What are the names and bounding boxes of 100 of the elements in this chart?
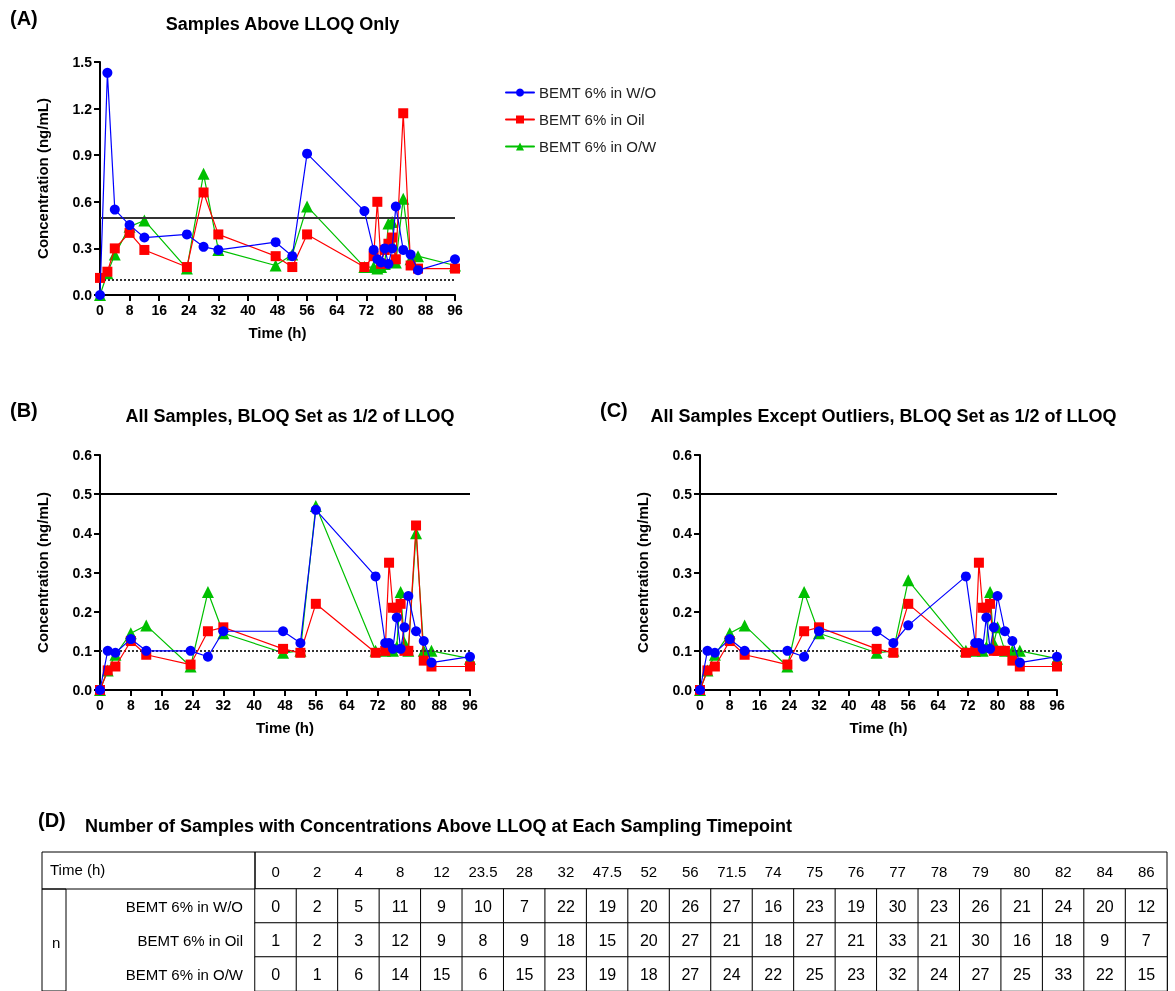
y-tick-label: 0.5: [672, 486, 693, 503]
data-label: 20: [639, 931, 658, 949]
data-label: 0: [271, 965, 281, 983]
data-label: 27: [681, 931, 700, 949]
x-tick-label: 56: [308, 697, 324, 713]
y-tick-label: 0.6: [72, 447, 93, 463]
data-label: 32: [888, 965, 907, 983]
y-tick-label: 0.1: [72, 642, 93, 659]
data-label: 15: [432, 965, 451, 983]
data-label: 23: [847, 965, 866, 983]
x-tick-label: 47.5: [592, 863, 622, 880]
legend-label: BEMT 6% in W/O: [539, 84, 657, 101]
y-tick-label: 0.3: [672, 564, 693, 581]
data-label: 18: [764, 931, 783, 949]
x-tick-label: 78: [930, 863, 948, 880]
data-label: 18: [557, 931, 575, 949]
y-tick-label: 0.0: [672, 682, 693, 698]
data-label: 8: [478, 931, 488, 949]
x-tick-label: 64: [338, 697, 355, 713]
data-label: 15: [515, 965, 534, 983]
chart-title: Number of Samples with Concentrations Above LLOQ at Each Sampling Timepoint: [85, 816, 793, 836]
x-tick-label: 48: [277, 697, 293, 713]
x-tick-label: 80: [388, 302, 404, 318]
data-label: 9: [437, 897, 447, 915]
data-label: 14: [391, 965, 410, 983]
x-tick-label: 80: [400, 697, 417, 713]
data-label: 25: [1013, 965, 1031, 983]
text: (C): [600, 399, 628, 421]
y-tick-label: 0.4: [672, 525, 693, 542]
x-tick-label: 0: [96, 302, 105, 318]
x-tick-label: 23.5: [468, 863, 498, 880]
data-label: 19: [847, 897, 866, 915]
y-tick-label: 0.2: [72, 603, 93, 620]
x-tick-label: 32: [557, 863, 575, 880]
data-label: 21: [847, 931, 866, 949]
x-tick-label: 64: [930, 697, 946, 713]
data-label: 30: [888, 897, 907, 915]
data-label: 19: [598, 965, 617, 983]
x-tick-label: 12: [433, 863, 450, 880]
data-label: 21: [722, 931, 741, 949]
data-label: 25: [805, 965, 824, 983]
x-tick-label: 88: [1019, 697, 1036, 713]
y-tick-label: 1.2: [72, 100, 93, 117]
y-tick-label: BEMT 6% in O/W: [125, 965, 244, 983]
y-tick-label: 0.4: [72, 525, 93, 542]
x-tick-label: 96: [447, 302, 463, 318]
chart-title: All Samples, BLOQ Set as 1/2 of LLOQ: [125, 406, 455, 426]
data-label: 9: [520, 931, 529, 949]
x-tick-label: 24: [781, 697, 798, 713]
data-label: 19: [598, 897, 617, 915]
data-label: 18: [639, 965, 658, 983]
x-tick-label: 71.5: [717, 863, 747, 880]
data-label: 0: [271, 897, 281, 915]
data-label: 27: [805, 931, 824, 949]
data-label: 7: [520, 897, 529, 915]
x-tick-label: 88: [431, 697, 448, 713]
data-label: 23: [805, 897, 824, 915]
x-tick-label: 56: [681, 863, 699, 880]
x-tick-label: 48: [870, 697, 887, 713]
data-label: 5: [354, 897, 364, 915]
data-label: 23: [557, 965, 575, 983]
chart-title: Samples Above LLOQ Only: [165, 14, 400, 34]
data-label: 3: [354, 931, 364, 949]
x-tick-label: 74: [764, 863, 782, 880]
y-axis-title: Concentration (ng/mL): [34, 492, 51, 653]
x-tick-label: 32: [811, 697, 827, 713]
data-label: 33: [1054, 965, 1073, 983]
text: (B): [10, 399, 38, 421]
x-tick-label: 32: [210, 302, 227, 318]
data-label: 2: [312, 931, 322, 949]
data-label: 27: [681, 965, 700, 983]
data-label: 33: [888, 931, 907, 949]
data-label: 1: [271, 931, 281, 949]
data-label: 6: [478, 965, 488, 983]
x-tick-label: 52: [640, 863, 658, 880]
data-label: 10: [474, 897, 492, 915]
data-label: 24: [930, 965, 948, 983]
x-tick-label: 8: [126, 697, 135, 713]
data-label: 21: [930, 931, 948, 949]
text: (A): [10, 7, 38, 29]
x-axis-title: Time (h): [50, 861, 106, 878]
data-label: 12: [391, 931, 410, 949]
data-label: 1: [312, 965, 322, 983]
y-tick-label: 0.5: [72, 486, 93, 503]
y-tick-label: 0.6: [672, 447, 693, 463]
data-label: 23: [930, 897, 948, 915]
chart-title: All Samples Except Outliers, BLOQ Set as 1/2 of LLOQ: [650, 406, 1117, 426]
x-tick-label: 0: [271, 863, 280, 880]
y-tick-label: 0.3: [72, 240, 93, 257]
x-tick-label: 75: [806, 863, 823, 880]
x-tick-label: 2: [313, 863, 322, 880]
x-tick-label: 28: [516, 863, 533, 880]
x-axis-title: Time (h): [255, 719, 315, 736]
y-tick-label: BEMT 6% in Oil: [137, 931, 243, 949]
x-tick-label: 8: [395, 863, 405, 880]
x-tick-label: 72: [369, 697, 386, 713]
data-label: 18: [1054, 931, 1073, 949]
x-tick-label: 40: [246, 697, 263, 713]
data-label: 21: [1013, 897, 1031, 915]
y-tick-label: 0.0: [72, 682, 93, 698]
